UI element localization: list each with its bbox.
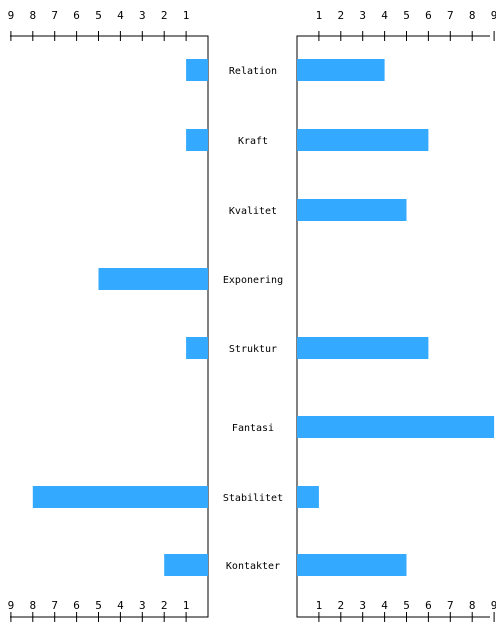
bar-left-struktur xyxy=(186,337,208,359)
tick-label-top-right-2: 2 xyxy=(337,9,344,22)
left-axes-frame xyxy=(10,35,209,618)
bar-left-relation xyxy=(186,59,208,81)
right-axis-line xyxy=(296,35,490,618)
tick-label-bottom-right-5: 5 xyxy=(403,599,410,612)
category-label-struktur: Struktur xyxy=(229,344,277,355)
bar-right-struktur xyxy=(297,337,429,359)
category-label-relation: Relation xyxy=(229,66,277,77)
tick-label-bottom-left-3: 3 xyxy=(139,599,146,612)
tick-label-top-left-5: 5 xyxy=(95,9,102,22)
category-label-stabilitet: Stabilitet xyxy=(223,493,283,504)
tick-label-top-right-6: 6 xyxy=(425,9,432,22)
tick-label-bottom-right-3: 3 xyxy=(359,599,366,612)
tick-label-bottom-left-6: 6 xyxy=(73,599,80,612)
tick-label-top-left-8: 8 xyxy=(29,9,36,22)
category-label-exponering: Exponering xyxy=(223,275,283,286)
tick-label-top-left-1: 1 xyxy=(183,9,190,22)
category-label-kontakter: Kontakter xyxy=(226,561,280,572)
bar-left-kraft xyxy=(186,129,208,151)
tick-label-bottom-right-2: 2 xyxy=(337,599,344,612)
tick-label-bottom-left-4: 4 xyxy=(117,599,124,612)
tick-label-bottom-left-8: 8 xyxy=(29,599,36,612)
tick-label-bottom-left-2: 2 xyxy=(161,599,168,612)
tick-label-top-right-9: 9 xyxy=(491,9,496,22)
tick-label-top-left-2: 2 xyxy=(161,9,168,22)
right-axes-frame xyxy=(296,35,490,618)
axis-ticks xyxy=(10,31,495,622)
tick-label-bottom-right-4: 4 xyxy=(381,599,388,612)
tick-label-bottom-right-9: 9 xyxy=(491,599,496,612)
tick-label-top-right-1: 1 xyxy=(316,9,323,22)
bar-right-fantasi xyxy=(297,416,495,438)
tick-label-bottom-left-7: 7 xyxy=(51,599,58,612)
tick-label-top-left-7: 7 xyxy=(51,9,58,22)
tick-label-bottom-right-7: 7 xyxy=(447,599,454,612)
bar-right-stabilitet xyxy=(297,486,319,508)
tick-label-top-right-7: 7 xyxy=(447,9,454,22)
left-axis-line xyxy=(10,35,209,618)
tick-label-top-right-4: 4 xyxy=(381,9,388,22)
axis-tick-labels: 1 1 1 1 2 2 2 2 3 3 3 3 4 4 4 4 5 5 5 5 6 6 6 6 7 7 7 7 8 8 8 8 9 9 9 9 xyxy=(8,9,496,612)
bar-right-kraft xyxy=(297,129,429,151)
bar-left-stabilitet xyxy=(32,486,208,508)
tick-label-bottom-right-1: 1 xyxy=(316,599,323,612)
bars xyxy=(32,59,495,576)
bar-right-kvalitet xyxy=(297,199,407,221)
bar-left-kontakter xyxy=(164,554,208,576)
tick-label-bottom-right-6: 6 xyxy=(425,599,432,612)
tick-label-top-right-5: 5 xyxy=(403,9,410,22)
tick-label-top-right-3: 3 xyxy=(359,9,366,22)
tick-label-bottom-left-9: 9 xyxy=(8,599,15,612)
category-label-kraft: Kraft xyxy=(238,136,268,147)
bar-right-relation xyxy=(297,59,385,81)
tick-label-bottom-right-8: 8 xyxy=(469,599,476,612)
tick-label-top-left-9: 9 xyxy=(8,9,15,22)
category-label-kvalitet: Kvalitet xyxy=(229,206,277,217)
tick-label-top-left-3: 3 xyxy=(139,9,146,22)
category-label-fantasi: Fantasi xyxy=(232,423,274,434)
tick-label-top-left-6: 6 xyxy=(73,9,80,22)
tick-label-top-left-4: 4 xyxy=(117,9,124,22)
bar-left-exponering xyxy=(98,268,208,290)
tick-label-bottom-left-1: 1 xyxy=(183,599,190,612)
tick-label-top-right-8: 8 xyxy=(469,9,476,22)
tick-label-bottom-left-5: 5 xyxy=(95,599,102,612)
category-labels: Relation Kraft Kvalitet Exponering Struktur F… xyxy=(223,66,283,572)
bar-right-kontakter xyxy=(297,554,407,576)
